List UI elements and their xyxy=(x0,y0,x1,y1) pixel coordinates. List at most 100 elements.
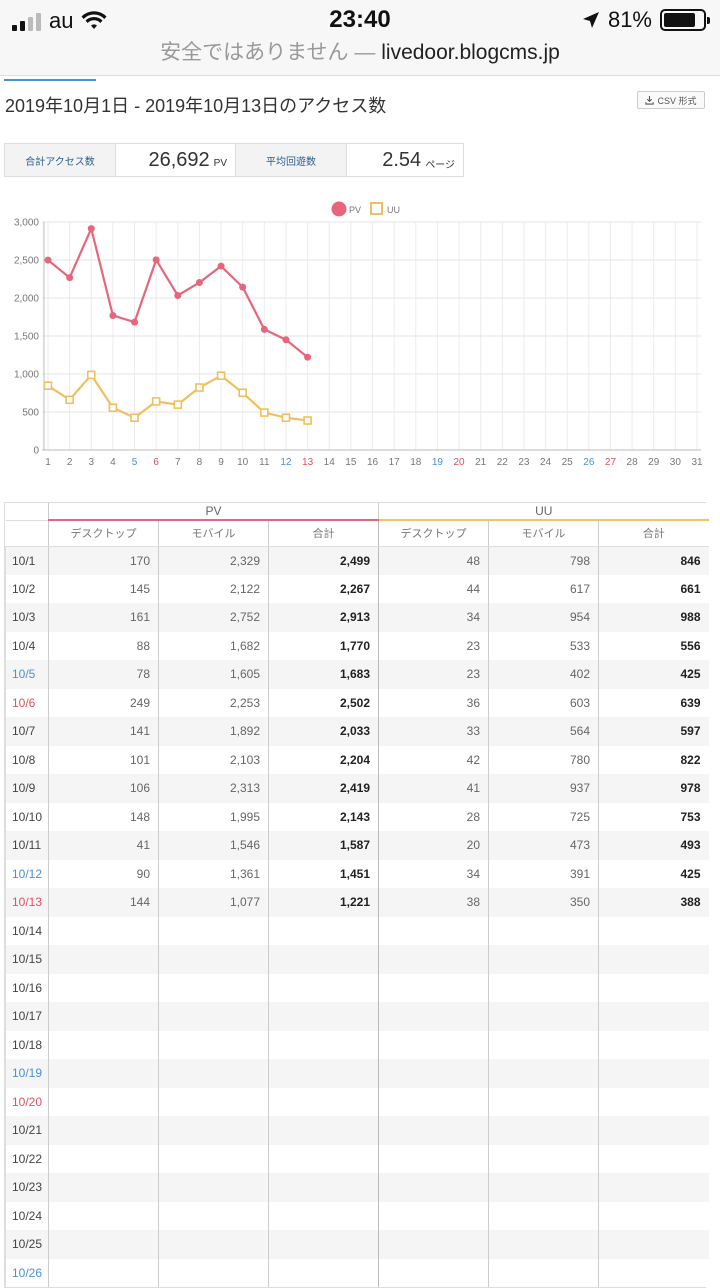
table-cell xyxy=(48,1059,159,1088)
table-cell: 388 xyxy=(598,888,709,917)
table-cell: 425 xyxy=(598,859,709,888)
table-row: 10/7 141 1,892 2,033 33 564 597 xyxy=(5,717,709,746)
table-cell xyxy=(48,1002,159,1031)
table-cell xyxy=(488,1144,599,1173)
table-cell xyxy=(598,1059,709,1088)
uu-point xyxy=(260,408,269,417)
row-date: 10/10 xyxy=(5,802,49,831)
uu-point xyxy=(303,416,312,425)
table-cell: 978 xyxy=(598,774,709,803)
table-cell: 44 xyxy=(378,574,489,603)
table-cell: 473 xyxy=(488,831,599,860)
table-cell xyxy=(378,945,489,974)
uu-point xyxy=(86,370,96,380)
table-cell: 1,361 xyxy=(158,859,269,888)
table-cell xyxy=(488,973,599,1002)
x-tick-label: 9 xyxy=(218,457,224,468)
row-date: 10/16 xyxy=(5,973,49,1002)
x-tick-label: 29 xyxy=(648,457,660,468)
table-cell xyxy=(598,916,709,945)
table-cell xyxy=(488,1258,599,1287)
table-cell: 822 xyxy=(598,745,709,774)
csv-export-button[interactable]: CSV 形式 xyxy=(637,91,705,109)
pv-point xyxy=(304,353,312,361)
carrier-label: au xyxy=(49,8,74,33)
table-cell: 144 xyxy=(48,888,159,917)
table-cell: 937 xyxy=(488,774,599,803)
uu-point xyxy=(43,381,53,391)
table-cell: 391 xyxy=(488,859,599,888)
table-cell: 170 xyxy=(48,546,159,575)
table-cell xyxy=(158,1201,269,1230)
uu-point xyxy=(151,397,161,406)
x-tick-label: 24 xyxy=(540,457,552,468)
table-cell: 1,605 xyxy=(158,660,269,689)
row-date: 10/2 xyxy=(5,574,49,603)
table-cell: 1,683 xyxy=(267,660,379,689)
table-cell: 2,329 xyxy=(158,546,269,575)
table-cell xyxy=(48,1116,159,1145)
table-cell xyxy=(488,1230,599,1259)
pv-point xyxy=(282,336,290,344)
table-cell: 617 xyxy=(488,574,599,603)
table-cell: 23 xyxy=(378,631,489,660)
table-cell: 988 xyxy=(598,603,709,632)
avg-pages-value: 2.54 ページ xyxy=(347,144,463,176)
table-cell xyxy=(267,1059,379,1088)
table-cell xyxy=(158,1258,269,1287)
table-row: 10/16 xyxy=(5,973,709,1002)
row-date: 10/14 xyxy=(5,916,49,945)
row-date: 10/7 xyxy=(5,717,49,746)
table-row: 10/2 145 2,122 2,267 44 617 661 xyxy=(5,574,709,603)
table-cell xyxy=(378,973,489,1002)
legend-uu-label: UU xyxy=(387,205,400,215)
table-cell: 2,499 xyxy=(267,546,379,575)
total-access-number: 26,692 xyxy=(148,148,210,171)
table-corner xyxy=(5,503,49,521)
y-tick-label: 1,000 xyxy=(14,370,39,381)
table-cell xyxy=(267,1144,379,1173)
table-cell: 798 xyxy=(488,546,599,575)
y-tick-label: 3,000 xyxy=(14,218,39,229)
row-date: 10/9 xyxy=(5,774,49,803)
y-tick-label: 0 xyxy=(33,446,39,457)
battery-percent: 81% xyxy=(607,7,652,32)
pv-point xyxy=(131,318,139,326)
table-cell: 23 xyxy=(378,660,489,689)
x-tick-label: 23 xyxy=(518,457,530,468)
table-cell: 78 xyxy=(48,660,159,689)
table-cell: 2,204 xyxy=(267,745,379,774)
table-row: 10/22 xyxy=(5,1144,709,1173)
table-cell xyxy=(158,1230,269,1259)
table-cell xyxy=(158,1116,269,1145)
table-cell: 753 xyxy=(598,802,709,831)
table-row: 10/25 xyxy=(5,1230,709,1259)
table-cell xyxy=(267,1201,379,1230)
row-date: 10/1 xyxy=(5,546,49,575)
table-cell: 639 xyxy=(598,688,709,717)
uu-point xyxy=(173,400,183,409)
table-row: 10/19 xyxy=(5,1059,709,1088)
table-cell: 2,143 xyxy=(267,802,379,831)
table-cell xyxy=(158,1173,269,1202)
table-cell xyxy=(48,1087,159,1116)
x-tick-label: 26 xyxy=(583,457,595,468)
row-date: 10/20 xyxy=(5,1087,49,1116)
table-cell xyxy=(488,1002,599,1031)
url-bar[interactable]: 安全ではありません — livedoor.blogcms.jp xyxy=(0,40,720,76)
x-tick-label: 1 xyxy=(45,457,51,468)
table-cell xyxy=(48,1230,159,1259)
table-cell: 34 xyxy=(378,603,489,632)
uu-point xyxy=(238,388,247,398)
legend-pv-label: PV xyxy=(349,205,361,215)
table-cell: 725 xyxy=(488,802,599,831)
table-cell xyxy=(598,973,709,1002)
row-date: 10/8 xyxy=(5,745,49,774)
table-row: 10/8 101 2,103 2,204 42 780 822 xyxy=(5,745,709,774)
table-cell xyxy=(48,1201,159,1230)
x-tick-label: 22 xyxy=(497,457,509,468)
table-cell xyxy=(48,1030,159,1059)
table-cell: 2,752 xyxy=(158,603,269,632)
table-cell: 1,546 xyxy=(158,831,269,860)
